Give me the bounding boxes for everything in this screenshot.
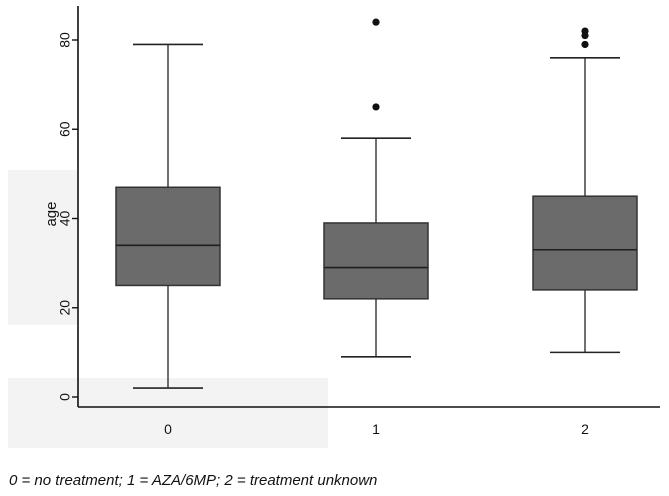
box-plot-chart: 0 20 40 60 80 age 0 1 2 — [43, 6, 660, 437]
box-0 — [115, 186, 221, 287]
scan-shade-left — [8, 170, 78, 325]
outlier-point-2-2 — [581, 27, 589, 35]
scan-shade-bottom — [8, 378, 328, 448]
x-tick-label-2: 2 — [581, 421, 589, 437]
x-tick-label-1: 1 — [372, 421, 380, 437]
box-1 — [323, 222, 429, 300]
outlier-point-1-1 — [372, 18, 380, 26]
y-tick-label-0: 0 — [57, 393, 73, 401]
y-axis-title: age — [43, 202, 60, 227]
chart-caption: 0 = no treatment; 1 = AZA/6MP; 2 = treat… — [9, 472, 378, 489]
y-tick-label-40: 40 — [57, 211, 73, 227]
y-tick-label-80: 80 — [57, 32, 73, 48]
box-2 — [532, 195, 638, 291]
y-tick-label-20: 20 — [57, 300, 73, 316]
box-plot-svg: 0 20 40 60 80 age 0 1 2 — [43, 6, 660, 437]
x-tick-label-0: 0 — [164, 421, 172, 437]
outlier-point-2-0 — [581, 40, 589, 49]
y-tick-label-60: 60 — [57, 121, 73, 137]
outlier-point-1-0 — [372, 103, 380, 111]
